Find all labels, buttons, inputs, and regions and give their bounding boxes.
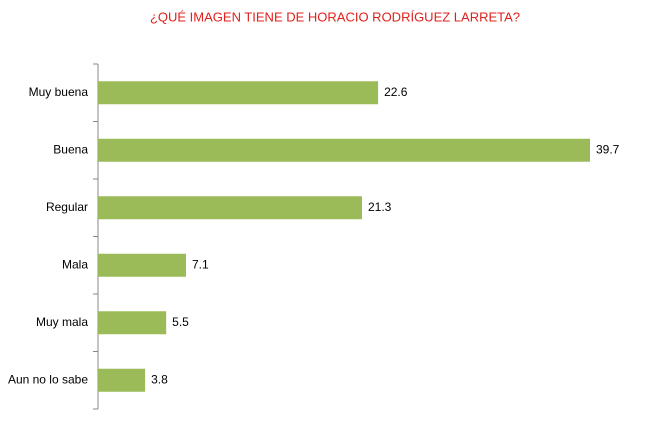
y-tick-label: Mala: [62, 257, 88, 271]
data-label: 7.1: [192, 257, 209, 271]
bar: [98, 81, 379, 105]
y-tick-label: Regular: [46, 200, 88, 214]
bar: [98, 138, 590, 162]
y-tick-label: Muy buena: [29, 85, 89, 99]
y-tick-label: Muy mala: [36, 315, 88, 329]
data-label: 21.3: [368, 200, 392, 214]
data-label: 3.8: [151, 372, 168, 386]
chart-title: ¿QUÉ IMAGEN TIENE DE HORACIO RODRÍGUEZ L…: [150, 9, 520, 24]
bar: [98, 311, 167, 335]
y-tick-label: Aun no lo sabe: [8, 372, 88, 386]
data-label: 5.5: [172, 315, 189, 329]
bar: [98, 368, 146, 392]
y-tick-label: Buena: [53, 142, 88, 156]
data-label: 39.7: [596, 142, 620, 156]
data-label: 22.6: [384, 85, 408, 99]
bar: [98, 253, 186, 277]
bar: [98, 196, 362, 220]
